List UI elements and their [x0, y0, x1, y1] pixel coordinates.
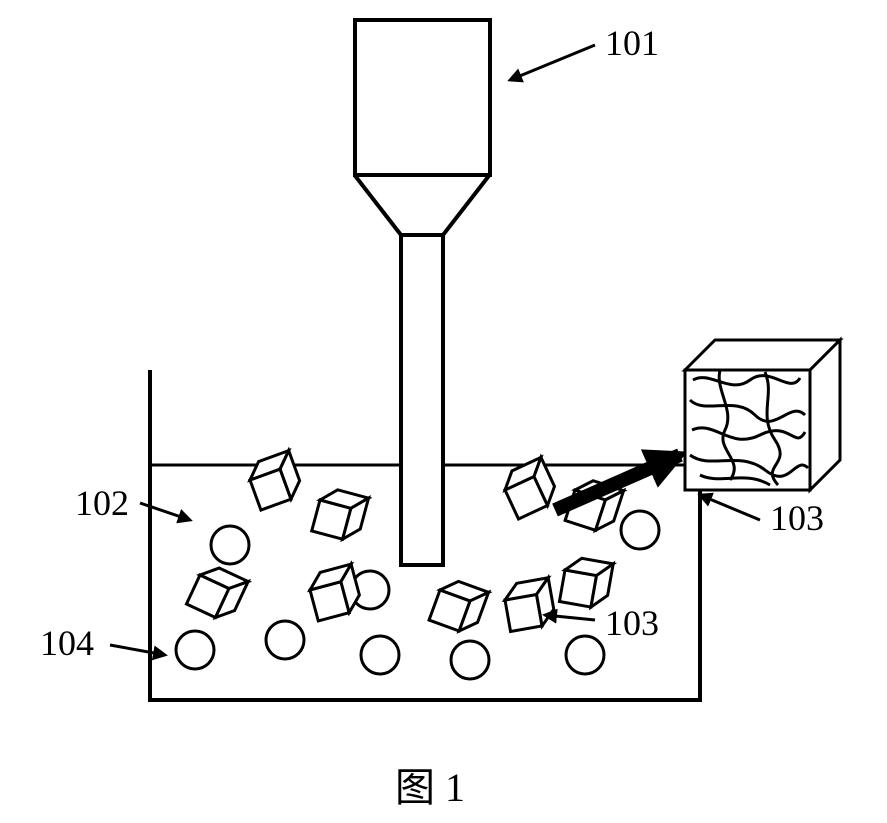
- diagram-svg: [0, 0, 887, 823]
- label-101: 101: [605, 25, 659, 61]
- label-103b: 103: [605, 605, 659, 641]
- label-104: 104: [40, 625, 94, 661]
- label-103a: 103: [770, 500, 824, 536]
- label-102: 102: [75, 485, 129, 521]
- figure-caption: 图 1: [395, 755, 465, 813]
